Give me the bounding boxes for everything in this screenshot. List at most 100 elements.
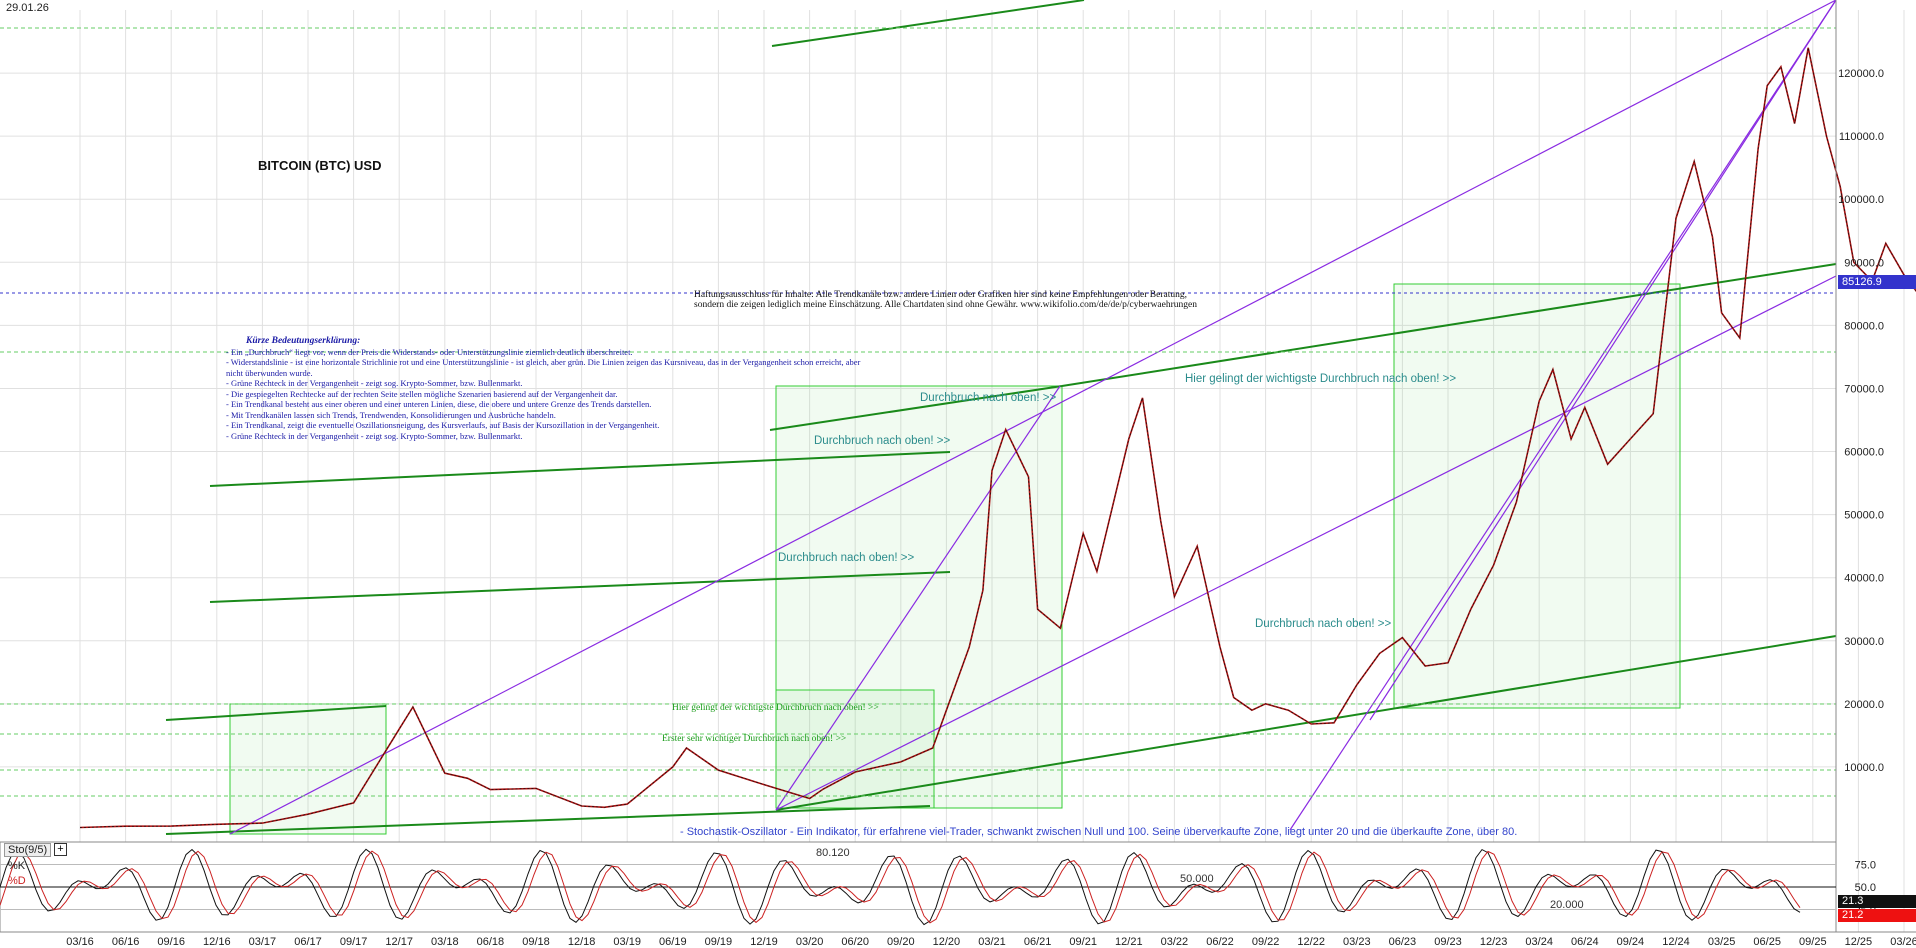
oscillator-d-line [0, 850, 1801, 924]
stochastic-panel: 75.050.025.0 [0, 841, 1876, 933]
annotation-durchbruch-mid: Durchbruch nach oben! >> [778, 552, 915, 564]
trend-line-purple [229, 0, 1837, 835]
x-tick-label: 12/22 [1297, 936, 1325, 948]
trend-line-green [775, 635, 1837, 811]
x-tick-label: 12/16 [203, 936, 231, 948]
annotation-wichtigste-small: Hier gelingt der wichtigste Durchbruch n… [672, 703, 879, 713]
add-indicator-button[interactable]: + [54, 843, 67, 856]
legend-line: - Ein Trendkanal, zeigt die eventuelle O… [226, 420, 660, 430]
legend-line: - Ein Trendkanal besteht aus einer obere… [226, 399, 652, 409]
oscillator-k-label: %K [8, 860, 26, 872]
y-tick-label: 80000.0 [1844, 320, 1884, 332]
y-axis: 10000.0 20000.0 30000.0 40000.0 50000.0 60000… [1835, 0, 1884, 932]
x-tick-label: 06/20 [841, 936, 869, 948]
x-tick-label: 03/25 [1708, 936, 1736, 948]
y-tick-label: 90000.0 [1844, 257, 1884, 269]
y-tick-label: 30000.0 [1844, 636, 1884, 648]
trend-line-green [165, 805, 931, 835]
x-tick-label: 12/19 [750, 936, 778, 948]
x-tick-label: 09/25 [1799, 936, 1827, 948]
oscillator-inline-50: 50.000 [1180, 873, 1214, 885]
legend-box: Kürze Bedeutungserklärung: - Ein „Durchb… [226, 336, 866, 441]
oscillator-d-label: %D [8, 875, 26, 887]
oscillator-inline-80: 80.120 [816, 847, 850, 859]
x-tick-label: 03/21 [978, 936, 1006, 948]
x-tick-label: 06/21 [1024, 936, 1052, 948]
trend-line-green [209, 571, 951, 603]
bull-market-box [1393, 283, 1681, 709]
x-tick-label: 12/23 [1480, 936, 1508, 948]
x-tick-label: 03/17 [249, 936, 277, 948]
trend-line-purple [1289, 0, 1837, 831]
date-label: 29.01.26 [6, 2, 49, 14]
legend-line: - Widerstandslinie - ist eine horizontal… [226, 357, 861, 378]
legend-line: - Ein „Durchbruch“ liegt vor, wenn der P… [226, 346, 633, 357]
x-tick-label: 12/25 [1845, 936, 1873, 948]
oscillator-d-value: 21.2 [1838, 909, 1916, 922]
annotation-durchbruch-top: Durchbruch nach oben! >> [920, 392, 1057, 404]
trend-line-green [771, 0, 1085, 47]
annotation-wichtigste: Hier gelingt der wichtigste Durchbruch n… [1185, 373, 1457, 385]
annotation-durchbruch: Durchbruch nach oben! >> [814, 435, 951, 447]
x-tick-label: 09/21 [1069, 936, 1097, 948]
x-tick-label: 12/20 [933, 936, 961, 948]
trend-line-purple [1369, 0, 1837, 721]
x-tick-label: 03/18 [431, 936, 459, 948]
annotation-durchbruch-23: Durchbruch nach oben! >> [1255, 618, 1392, 630]
x-tick-label: 06/22 [1206, 936, 1234, 948]
annotation-erster: Erster sehr wichtiger Durchbruch nach ob… [662, 734, 847, 744]
stochastik-note: - Stochastik-Oszillator - Ein Indikator,… [680, 826, 1518, 838]
trend-line-green [165, 705, 387, 721]
y-tick-label: 100000.0 [1838, 194, 1884, 206]
trend-line-green [1061, 263, 1837, 387]
disclaimer-line: sondern die zeigen lediglich meine Einsc… [694, 300, 1197, 310]
x-tick-label: 09/24 [1617, 936, 1645, 948]
legend-line: - Mit Trendkanälen lassen sich Trends, T… [226, 409, 556, 420]
x-tick-label: 03/16 [66, 936, 94, 948]
x-tick-label: 06/18 [477, 936, 505, 948]
legend-title: Kürze Bedeutungserklärung: [246, 336, 361, 346]
x-tick-label: 06/16 [112, 936, 140, 948]
x-axis: 03/16 06/16 09/16 12/16 03/17 06/17 09/17 12/17… [0, 931, 1916, 948]
x-tick-label: 06/17 [294, 936, 322, 948]
x-tick-label: 03/19 [613, 936, 641, 948]
price-series [79, 47, 1916, 829]
y-tick-label: 40000.0 [1844, 573, 1884, 585]
y-tick-label: 10000.0 [1844, 762, 1884, 774]
x-tick-label: 03/26 [1890, 936, 1916, 948]
y-tick-label: 70000.0 [1844, 383, 1884, 395]
legend-line: - Die gespiegelten Rechtecke auf der rec… [226, 388, 618, 399]
x-tick-label: 09/18 [522, 936, 550, 948]
oscillator-level-label: 75.0 [1855, 860, 1876, 872]
oscillator-inline-20: 20.000 [1550, 899, 1584, 911]
x-tick-label: 09/22 [1252, 936, 1280, 948]
current-price-tag: 85126.9 [1838, 275, 1916, 289]
x-tick-label: 06/19 [659, 936, 687, 948]
oscillator-k-line [0, 848, 1801, 926]
chart-grid [0, 10, 1905, 932]
x-tick-label: 09/20 [887, 936, 915, 948]
chart-title: BITCOIN (BTC) USD [258, 158, 382, 173]
oscillator-tag[interactable]: Sto(9/5) [4, 843, 52, 857]
x-tick-label: 03/20 [796, 936, 824, 948]
x-tick-label: 06/24 [1571, 936, 1599, 948]
chart-annotations [0, 0, 1837, 835]
y-tick-label: 120000.0 [1838, 68, 1884, 80]
legend-line: - Grüne Rechteck in der Vergangenheit - … [226, 430, 523, 441]
x-tick-label: 09/17 [340, 936, 368, 948]
x-tick-label: 12/17 [385, 936, 413, 948]
y-tick-label: 60000.0 [1844, 447, 1884, 459]
x-tick-label: 06/23 [1389, 936, 1417, 948]
trend-line-green [769, 385, 1063, 431]
trend-line-purple [775, 385, 1061, 811]
bull-market-box [229, 703, 387, 835]
x-tick-label: 06/25 [1753, 936, 1781, 948]
x-tick-label: 09/19 [705, 936, 733, 948]
x-tick-label: 12/18 [568, 936, 596, 948]
trend-line-green [209, 451, 951, 487]
y-tick-label: 50000.0 [1844, 510, 1884, 522]
y-tick-label: 110000.0 [1839, 131, 1884, 143]
oscillator-level-label: 50.0 [1855, 882, 1876, 894]
x-tick-label: 03/23 [1343, 936, 1371, 948]
